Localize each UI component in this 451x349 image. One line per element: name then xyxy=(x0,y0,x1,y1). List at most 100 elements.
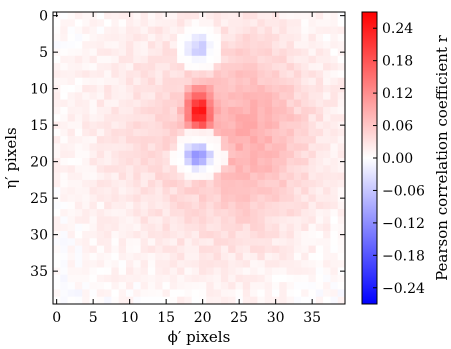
heatmap-cell xyxy=(96,41,105,49)
heatmap-cell xyxy=(184,12,193,20)
heatmap-cell xyxy=(74,245,83,254)
heatmap-cell xyxy=(140,55,149,64)
heatmap-cell xyxy=(162,260,171,268)
heatmap-cell xyxy=(199,55,207,64)
heatmap-cell xyxy=(206,114,214,122)
heatmap-cell xyxy=(250,158,258,166)
heatmap-cell xyxy=(67,121,76,130)
heatmap-cell xyxy=(104,194,112,203)
heatmap-cell xyxy=(133,136,141,144)
heatmap-cell xyxy=(228,194,236,203)
heatmap-cell xyxy=(250,41,258,49)
heatmap-cell xyxy=(279,231,287,239)
heatmap-cell xyxy=(89,136,98,144)
heatmap-cell xyxy=(118,296,127,305)
heatmap-cell xyxy=(323,223,331,232)
heatmap-cell xyxy=(96,165,105,173)
heatmap-cell xyxy=(140,48,149,57)
heatmap-cell xyxy=(126,179,134,188)
heatmap-cell xyxy=(140,201,149,210)
heatmap-cell xyxy=(162,274,171,283)
heatmap-cell xyxy=(133,223,141,232)
heatmap-cell xyxy=(74,238,83,246)
heatmap-cell xyxy=(323,63,331,71)
heatmap-cell xyxy=(228,274,236,283)
heatmap-cell xyxy=(279,172,287,181)
heatmap-cell xyxy=(162,223,171,232)
heatmap-cell xyxy=(279,260,287,268)
heatmap-cell xyxy=(67,85,76,93)
heatmap-cell xyxy=(111,231,120,239)
colorbar-tick-label: 0.18 xyxy=(382,54,413,70)
heatmap-cell xyxy=(191,260,200,268)
heatmap-cell xyxy=(147,223,156,232)
heatmap-cell xyxy=(177,267,185,276)
heatmap-cell xyxy=(337,296,346,305)
heatmap-cell xyxy=(228,172,236,181)
heatmap-cell xyxy=(308,194,317,203)
heatmap-cell xyxy=(53,252,61,261)
heatmap-cell xyxy=(177,209,185,217)
heatmap-cell xyxy=(199,231,207,239)
heatmap-cell xyxy=(199,245,207,254)
heatmap-cell xyxy=(169,106,178,115)
heatmap-cell xyxy=(279,77,287,86)
heatmap-cell xyxy=(301,296,309,305)
heatmap-cell xyxy=(228,282,236,290)
heatmap-cell xyxy=(104,172,112,181)
heatmap-cell xyxy=(111,238,120,246)
heatmap-cell xyxy=(177,114,185,122)
heatmap-cell xyxy=(286,136,295,144)
heatmap-cell xyxy=(272,216,280,225)
heatmap-cell xyxy=(301,26,309,35)
heatmap-cell xyxy=(220,187,229,195)
heatmap-cell xyxy=(213,92,222,100)
heatmap-cell xyxy=(140,267,149,276)
heatmap-cell xyxy=(235,201,244,210)
heatmap-cell xyxy=(315,238,324,246)
heatmap-cell xyxy=(67,106,76,115)
heatmap-cell xyxy=(213,48,222,57)
heatmap-cell xyxy=(191,143,200,152)
heatmap-cell xyxy=(250,48,258,57)
heatmap-cell xyxy=(228,143,236,152)
heatmap-cell xyxy=(111,106,120,115)
heatmap-cell xyxy=(82,77,90,86)
heatmap-cell xyxy=(279,55,287,64)
heatmap-cell xyxy=(293,260,302,268)
heatmap-cell xyxy=(242,63,251,71)
heatmap-cell xyxy=(82,26,90,35)
heatmap-cell xyxy=(162,216,171,225)
heatmap-cell xyxy=(308,209,317,217)
heatmap-cell xyxy=(162,158,171,166)
heatmap-cell xyxy=(279,201,287,210)
heatmap-cell xyxy=(60,238,68,246)
heatmap-cell xyxy=(293,33,302,42)
heatmap-cell xyxy=(111,296,120,305)
heatmap-cell xyxy=(286,77,295,86)
heatmap-cell xyxy=(220,289,229,298)
heatmap-cell xyxy=(257,289,266,298)
heatmap-cell xyxy=(147,99,156,108)
heatmap-cell xyxy=(155,114,163,122)
heatmap-cell xyxy=(126,231,134,239)
heatmap-cell xyxy=(184,121,193,130)
heatmap-cell xyxy=(308,238,317,246)
heatmap-cell xyxy=(272,114,280,122)
heatmap-cell xyxy=(60,209,68,217)
heatmap-cell xyxy=(301,106,309,115)
heatmap-cell xyxy=(147,143,156,152)
heatmap-cell xyxy=(293,121,302,130)
heatmap-cell xyxy=(67,187,76,195)
heatmap-cell xyxy=(82,12,90,20)
heatmap-cell xyxy=(89,77,98,86)
heatmap-cell xyxy=(60,70,68,79)
colorbar-ticks: 0.240.180.120.060.00−0.06−0.12−0.18−0.24 xyxy=(373,21,425,297)
heatmap-cell xyxy=(53,99,61,108)
heatmap-cell xyxy=(111,70,120,79)
heatmap-cell xyxy=(315,33,324,42)
heatmap-cell xyxy=(228,252,236,261)
heatmap-cell xyxy=(279,33,287,42)
heatmap-cell xyxy=(177,223,185,232)
